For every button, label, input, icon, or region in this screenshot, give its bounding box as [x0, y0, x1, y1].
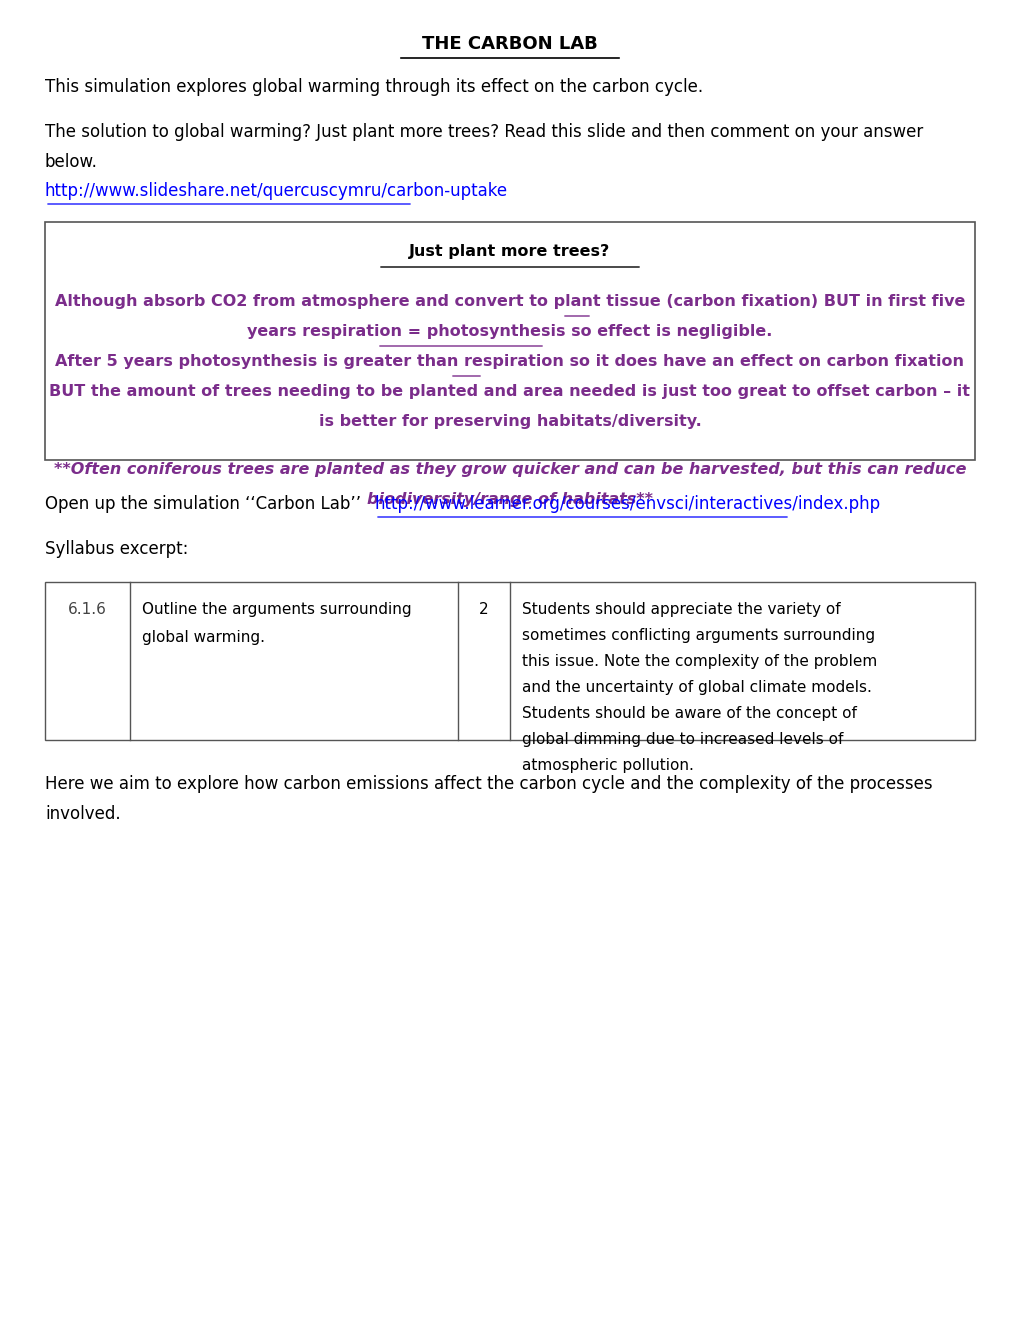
- Text: Syllabus excerpt:: Syllabus excerpt:: [45, 540, 189, 558]
- FancyBboxPatch shape: [45, 582, 974, 741]
- Text: http://www.slideshare.net/quercuscymru/carbon-uptake: http://www.slideshare.net/quercuscymru/c…: [45, 182, 507, 201]
- Text: global warming.: global warming.: [142, 630, 265, 645]
- Text: **Often coniferous trees are planted as they grow quicker and can be harvested, : **Often coniferous trees are planted as …: [54, 462, 965, 477]
- Text: The solution to global warming? Just plant more trees? Read this slide and then : The solution to global warming? Just pla…: [45, 123, 922, 141]
- Text: global dimming due to increased levels of: global dimming due to increased levels o…: [522, 733, 843, 747]
- Text: atmospheric pollution.: atmospheric pollution.: [522, 758, 693, 774]
- Text: http://www.learner.org/courses/envsci/interactives/index.php: http://www.learner.org/courses/envsci/in…: [375, 495, 880, 513]
- Text: BUT the amount of trees needing to be planted and area needed is just too great : BUT the amount of trees needing to be pl…: [50, 384, 969, 399]
- Text: After 5 years photosynthesis is greater than respiration so it does have an effe: After 5 years photosynthesis is greater …: [55, 354, 964, 370]
- Text: Just plant more trees?: Just plant more trees?: [409, 244, 610, 259]
- Text: Open up the simulation ‘‘Carbon Lab’’: Open up the simulation ‘‘Carbon Lab’’: [45, 495, 371, 513]
- Text: sometimes conflicting arguments surrounding: sometimes conflicting arguments surround…: [522, 628, 874, 643]
- Text: below.: below.: [45, 153, 98, 172]
- Text: Students should be aware of the concept of: Students should be aware of the concept …: [522, 706, 856, 721]
- Text: this issue. Note the complexity of the problem: this issue. Note the complexity of the p…: [522, 653, 876, 669]
- Text: and the uncertainty of global climate models.: and the uncertainty of global climate mo…: [522, 680, 871, 696]
- Text: biodiversity/range of habitats**: biodiversity/range of habitats**: [367, 492, 652, 507]
- Text: Although absorb CO2 from atmosphere and convert to plant tissue (carbon fixation: Although absorb CO2 from atmosphere and …: [55, 294, 964, 309]
- Text: Here we aim to explore how carbon emissions affect the carbon cycle and the comp: Here we aim to explore how carbon emissi…: [45, 775, 931, 793]
- Text: Students should appreciate the variety of: Students should appreciate the variety o…: [522, 602, 840, 616]
- Text: years respiration = photosynthesis so effect is negligible.: years respiration = photosynthesis so ef…: [247, 323, 772, 339]
- Text: This simulation explores global warming through its effect on the carbon cycle.: This simulation explores global warming …: [45, 78, 702, 96]
- Text: Outline the arguments surrounding: Outline the arguments surrounding: [142, 602, 412, 616]
- Text: 2: 2: [479, 602, 488, 616]
- Text: 6.1.6: 6.1.6: [68, 602, 107, 616]
- FancyBboxPatch shape: [45, 222, 974, 459]
- Text: is better for preserving habitats/diversity.: is better for preserving habitats/divers…: [318, 414, 701, 429]
- Text: involved.: involved.: [45, 805, 120, 822]
- Text: THE CARBON LAB: THE CARBON LAB: [422, 36, 597, 53]
